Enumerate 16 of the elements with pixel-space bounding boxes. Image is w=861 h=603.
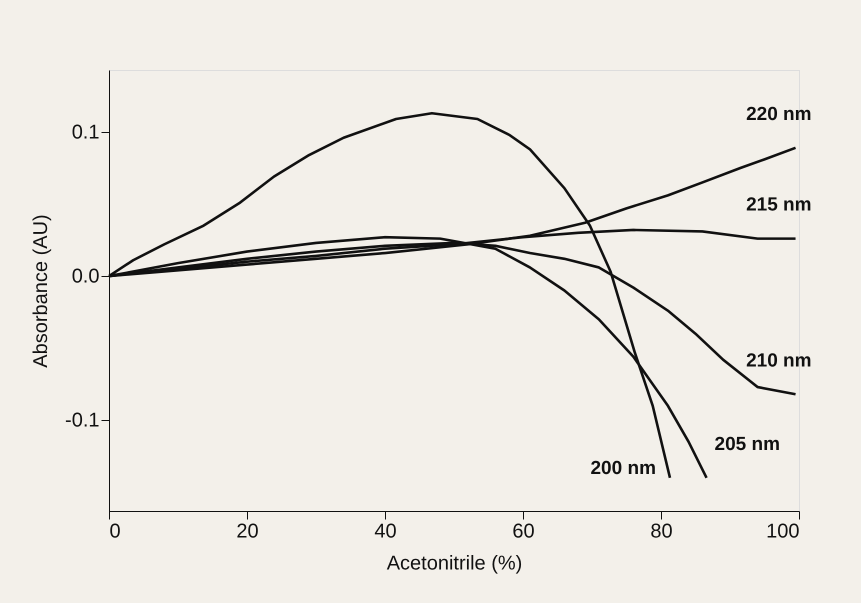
series-label: 200 nm <box>590 458 656 479</box>
x-tick-label: 20 <box>236 520 259 542</box>
x-tick-label: 0 <box>110 520 121 542</box>
series-label: 210 nm <box>746 350 812 372</box>
y-axis-title: Absorbance (AU) <box>30 214 52 368</box>
x-tick-label: 80 <box>650 520 673 542</box>
x-tick-label: 60 <box>512 520 535 542</box>
y-tick-label: 0.0 <box>72 266 100 288</box>
y-tick-label: 0.1 <box>72 121 100 144</box>
series-label: 205 nm <box>714 434 780 455</box>
y-tick-label: -0.1 <box>65 410 100 432</box>
series-label: 215 nm <box>746 194 812 216</box>
x-axis-title: Acetonitrile (%) <box>386 552 522 574</box>
x-tick-label: 40 <box>374 520 397 542</box>
x-tick-label: 100 <box>766 520 800 542</box>
series-label: 220 nm <box>746 104 812 125</box>
